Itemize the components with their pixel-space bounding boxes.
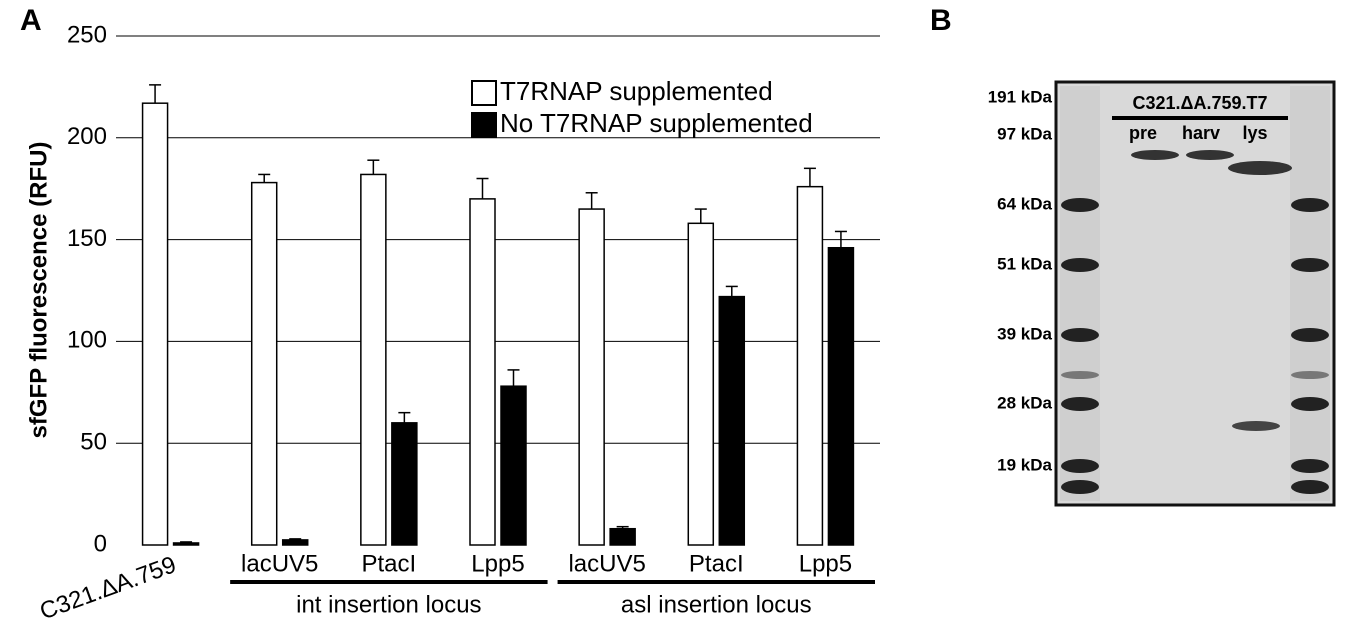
marker-label: 97 kDa: [997, 124, 1052, 143]
legend-label: T7RNAP supplemented: [500, 76, 773, 106]
panel-label: B: [930, 4, 952, 37]
ladder-band: [1291, 459, 1329, 473]
bar: [578, 208, 605, 546]
bar: [281, 539, 309, 546]
ladder-band: [1291, 198, 1329, 212]
y-tick-label: 50: [80, 429, 107, 456]
marker-label: 39 kDa: [997, 324, 1052, 343]
protein-band: [1228, 161, 1292, 175]
bar: [172, 542, 200, 546]
ladder-band: [1061, 258, 1099, 272]
y-tick-label: 250: [67, 21, 107, 48]
bar: [360, 173, 387, 546]
ladder-band: [1291, 480, 1329, 494]
ladder-band: [1061, 397, 1099, 411]
legend-swatch: [471, 112, 497, 138]
x-tick-label: PtacI: [689, 550, 744, 577]
bar: [500, 385, 527, 546]
bar: [827, 246, 855, 546]
ladder-band: [1291, 258, 1329, 272]
marker-label: 19 kDa: [997, 455, 1052, 474]
y-tick-label: 100: [67, 327, 107, 354]
lane: [1060, 86, 1100, 501]
ladder-band: [1061, 198, 1099, 212]
bar: [796, 185, 824, 546]
bar: [391, 422, 418, 546]
bar: [250, 181, 278, 546]
legend-label: No T7RNAP supplemented: [500, 108, 813, 138]
protein-band: [1232, 421, 1280, 431]
x-tick-label: Lpp5: [471, 550, 524, 577]
lane-label: harv: [1182, 123, 1220, 143]
marker-label: 51 kDa: [997, 254, 1052, 273]
y-axis-label: sfGFP fluorescence (RFU): [25, 142, 52, 439]
ladder-band: [1291, 371, 1329, 379]
marker-label: 28 kDa: [997, 393, 1052, 412]
ladder-band: [1061, 459, 1099, 473]
protein-band: [1131, 150, 1179, 160]
marker-label: 191 kDa: [988, 87, 1053, 106]
gel-image: [1054, 80, 1336, 507]
protein-band: [1186, 150, 1234, 160]
x-tick-label: PtacI: [362, 550, 417, 577]
marker-label: 64 kDa: [997, 194, 1052, 213]
x-tick-label: lacUV5: [241, 550, 318, 577]
bar: [141, 102, 169, 546]
y-tick-label: 200: [67, 123, 107, 150]
x-tick-label: Lpp5: [799, 550, 852, 577]
lane-label: pre: [1129, 123, 1157, 143]
ladder-band: [1291, 328, 1329, 342]
panel-label: A: [20, 4, 42, 37]
group-label: int insertion locus: [296, 591, 481, 618]
lane: [1290, 86, 1330, 501]
ladder-band: [1061, 371, 1099, 379]
ladder-band: [1291, 397, 1329, 411]
bar: [609, 527, 636, 546]
y-tick-label: 0: [94, 530, 107, 557]
legend-swatch: [471, 80, 497, 106]
gel-title: C321.ΔA.759.T7: [1132, 93, 1267, 113]
x-tick-label: C321.ΔA.759: [36, 551, 179, 625]
ladder-band: [1061, 328, 1099, 342]
lane-label: lys: [1242, 123, 1267, 143]
bar: [718, 295, 746, 546]
bar: [687, 222, 715, 546]
ladder-band: [1061, 480, 1099, 494]
bar: [469, 198, 496, 546]
x-tick-label: lacUV5: [568, 550, 645, 577]
group-label: asl insertion locus: [621, 591, 812, 618]
y-tick-label: 150: [67, 225, 107, 252]
